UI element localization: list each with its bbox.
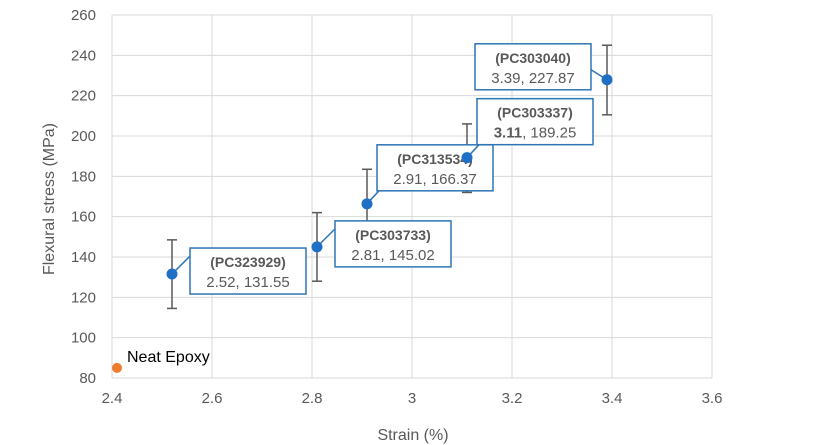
- callout-box: [189, 247, 307, 295]
- callout-separator: ,: [235, 274, 243, 291]
- y-tick-label: 240: [71, 47, 96, 64]
- neat-epoxy-label: Neat Epoxy: [127, 349, 210, 366]
- y-tick-label: 140: [71, 249, 96, 266]
- callout-title: (PC303337): [497, 105, 573, 121]
- callout-title: (PC303040): [495, 50, 571, 66]
- callout-strain: 3.11: [494, 125, 522, 142]
- data-point: [601, 74, 613, 86]
- y-tick-label: 80: [79, 370, 96, 387]
- x-axis-ticks: 2.4 2.6 2.8 3 3.2 3.4 3.6: [102, 390, 723, 407]
- callout-stress: 166.37: [431, 171, 477, 188]
- callout-stress: 145.02: [389, 247, 435, 264]
- gridlines: [111, 14, 713, 379]
- data-point: [166, 268, 178, 280]
- callout-strain: 2.91: [393, 171, 422, 188]
- callout-stress: 189.25: [530, 125, 576, 142]
- callout-PC303733: (PC303733) 2.81, 145.02: [316, 220, 452, 268]
- x-tick-label: 3.6: [702, 390, 723, 407]
- callout-stress: 227.87: [529, 70, 575, 87]
- callout-title: (PC323929): [210, 254, 286, 270]
- x-tick-label: 3: [408, 390, 416, 407]
- callout-value: 2.52, 131.55: [206, 274, 289, 291]
- callout-separator: ,: [520, 70, 528, 87]
- data-point: [461, 152, 473, 164]
- y-axis-ticks: 80 100 120 140 160 180 200 220 240 260: [71, 7, 96, 387]
- callout-value: 2.81, 145.02: [351, 247, 434, 264]
- callout-PC303337: (PC303337) 3.11, 189.25: [466, 97, 594, 159]
- x-tick-label: 2.4: [102, 390, 123, 407]
- y-tick-label: 100: [71, 330, 96, 347]
- callout-strain: 2.81: [351, 247, 380, 264]
- y-tick-label: 220: [71, 88, 96, 105]
- callout-separator: ,: [522, 125, 530, 142]
- callout-title: (PC313534): [397, 151, 473, 167]
- callout-separator: ,: [422, 171, 430, 188]
- x-tick-label: 3.2: [502, 390, 523, 407]
- x-axis-label: Strain (%): [377, 427, 448, 444]
- callout-PC313534: (PC313534) 2.91, 166.37: [366, 144, 494, 205]
- callout-stress: 131.55: [244, 274, 290, 291]
- callout-box: [376, 144, 494, 192]
- y-axis-label: Flexural stress (MPa): [41, 123, 58, 275]
- callout-value: 3.11, 189.25: [494, 125, 577, 142]
- neat-epoxy-point: [112, 362, 122, 373]
- y-tick-label: 180: [71, 168, 96, 185]
- data-point: [361, 198, 373, 210]
- y-tick-label: 260: [71, 7, 96, 24]
- callout-box: [334, 220, 452, 268]
- data-point: [311, 241, 323, 253]
- callout-box: [476, 97, 594, 146]
- callout-title: (PC303733): [355, 227, 431, 243]
- callout-strain: 2.52: [206, 274, 235, 291]
- x-tick-label: 2.8: [302, 390, 323, 407]
- callout-value: 2.91, 166.37: [393, 171, 476, 188]
- data-callouts: (PC323929) 2.52, 131.55 (PC303733) 2.81, 14…: [171, 43, 608, 295]
- callout-value: 3.39, 227.87: [491, 70, 574, 87]
- x-tick-label: 3.4: [602, 390, 623, 407]
- y-tick-label: 160: [71, 209, 96, 226]
- callout-strain: 3.39: [491, 70, 520, 87]
- y-tick-label: 200: [71, 128, 96, 145]
- x-tick-label: 2.6: [202, 390, 223, 407]
- callout-separator: ,: [380, 247, 388, 264]
- callout-PC323929: (PC323929) 2.52, 131.55: [171, 247, 307, 295]
- data-points: Neat Epoxy: [112, 74, 613, 373]
- y-tick-label: 120: [71, 289, 96, 306]
- callout-PC303040: (PC303040) 3.39, 227.87: [474, 43, 608, 91]
- callout-box: [474, 43, 592, 91]
